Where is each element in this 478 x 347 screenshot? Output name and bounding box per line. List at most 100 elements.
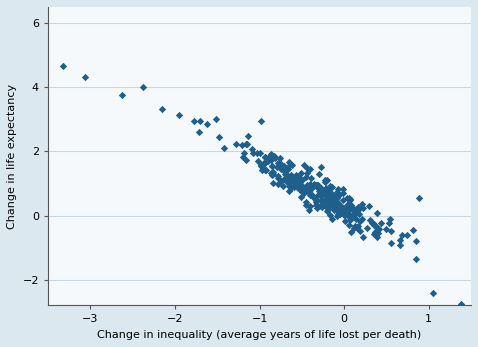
- Point: [338, 210, 346, 215]
- Point: [280, 168, 288, 173]
- Point: [269, 164, 276, 169]
- Point: [363, 226, 371, 231]
- Point: [284, 178, 292, 183]
- Y-axis label: Change in life expectancy: Change in life expectancy: [7, 84, 17, 229]
- Point: [326, 213, 334, 218]
- Point: [261, 160, 269, 165]
- Point: [387, 240, 395, 245]
- Point: [346, 217, 354, 223]
- Point: [289, 175, 297, 180]
- Point: [262, 167, 270, 173]
- Point: [244, 133, 251, 138]
- Point: [268, 151, 275, 156]
- Point: [382, 226, 390, 232]
- Point: [303, 187, 311, 192]
- Point: [353, 225, 361, 230]
- Point: [261, 161, 268, 167]
- Point: [356, 228, 364, 234]
- Point: [306, 166, 314, 172]
- Point: [350, 212, 358, 218]
- Point: [256, 150, 263, 156]
- Point: [270, 169, 277, 175]
- Point: [276, 155, 283, 161]
- Point: [355, 206, 363, 212]
- Point: [337, 207, 345, 213]
- Point: [318, 204, 326, 210]
- Point: [317, 197, 325, 203]
- Point: [303, 170, 311, 175]
- Point: [341, 218, 349, 223]
- Point: [240, 151, 248, 156]
- Point: [259, 167, 266, 173]
- Point: [324, 177, 331, 182]
- Point: [299, 187, 306, 192]
- Point: [295, 176, 303, 181]
- Point: [306, 187, 314, 192]
- Point: [281, 172, 289, 177]
- Point: [354, 223, 362, 229]
- Point: [294, 179, 302, 184]
- Point: [324, 201, 332, 206]
- Point: [119, 92, 126, 98]
- Point: [203, 121, 211, 127]
- Point: [350, 225, 358, 231]
- Point: [322, 186, 330, 191]
- Point: [312, 202, 320, 208]
- Point: [335, 186, 342, 192]
- Point: [242, 157, 250, 162]
- Point: [326, 201, 334, 207]
- Point: [367, 218, 374, 223]
- Point: [333, 213, 341, 219]
- Point: [323, 195, 331, 201]
- Point: [371, 223, 379, 229]
- Point: [315, 183, 322, 188]
- Point: [317, 204, 325, 209]
- Point: [290, 176, 298, 181]
- Point: [267, 170, 275, 176]
- Point: [295, 178, 303, 184]
- Point: [344, 202, 351, 208]
- Point: [279, 183, 287, 188]
- Point: [306, 203, 314, 208]
- Point: [325, 187, 332, 193]
- Point: [305, 189, 313, 195]
- Point: [239, 155, 247, 160]
- Point: [311, 195, 318, 201]
- Point: [297, 195, 304, 200]
- Point: [290, 184, 298, 190]
- Point: [285, 159, 293, 165]
- Point: [333, 189, 341, 195]
- Point: [271, 154, 279, 160]
- Point: [326, 183, 334, 189]
- Point: [342, 208, 350, 213]
- Point: [327, 197, 335, 203]
- Point: [308, 176, 315, 181]
- Point: [370, 231, 378, 237]
- Point: [330, 201, 337, 206]
- Point: [328, 216, 336, 222]
- Point: [290, 175, 297, 181]
- Point: [254, 158, 261, 163]
- Point: [385, 221, 393, 226]
- Point: [328, 192, 336, 198]
- Point: [310, 181, 317, 187]
- Point: [339, 190, 347, 196]
- Point: [312, 194, 320, 200]
- Point: [292, 179, 300, 185]
- Point: [306, 181, 314, 186]
- Point: [305, 207, 313, 213]
- Point: [220, 145, 228, 151]
- Point: [322, 179, 329, 185]
- Point: [308, 184, 315, 190]
- Point: [329, 195, 337, 201]
- Point: [375, 226, 383, 231]
- Point: [258, 118, 265, 124]
- Point: [334, 200, 341, 206]
- Point: [369, 221, 376, 226]
- Point: [357, 218, 364, 224]
- Point: [350, 208, 358, 214]
- Point: [302, 202, 310, 208]
- Point: [352, 223, 359, 228]
- Point: [315, 171, 323, 176]
- Point: [345, 195, 352, 201]
